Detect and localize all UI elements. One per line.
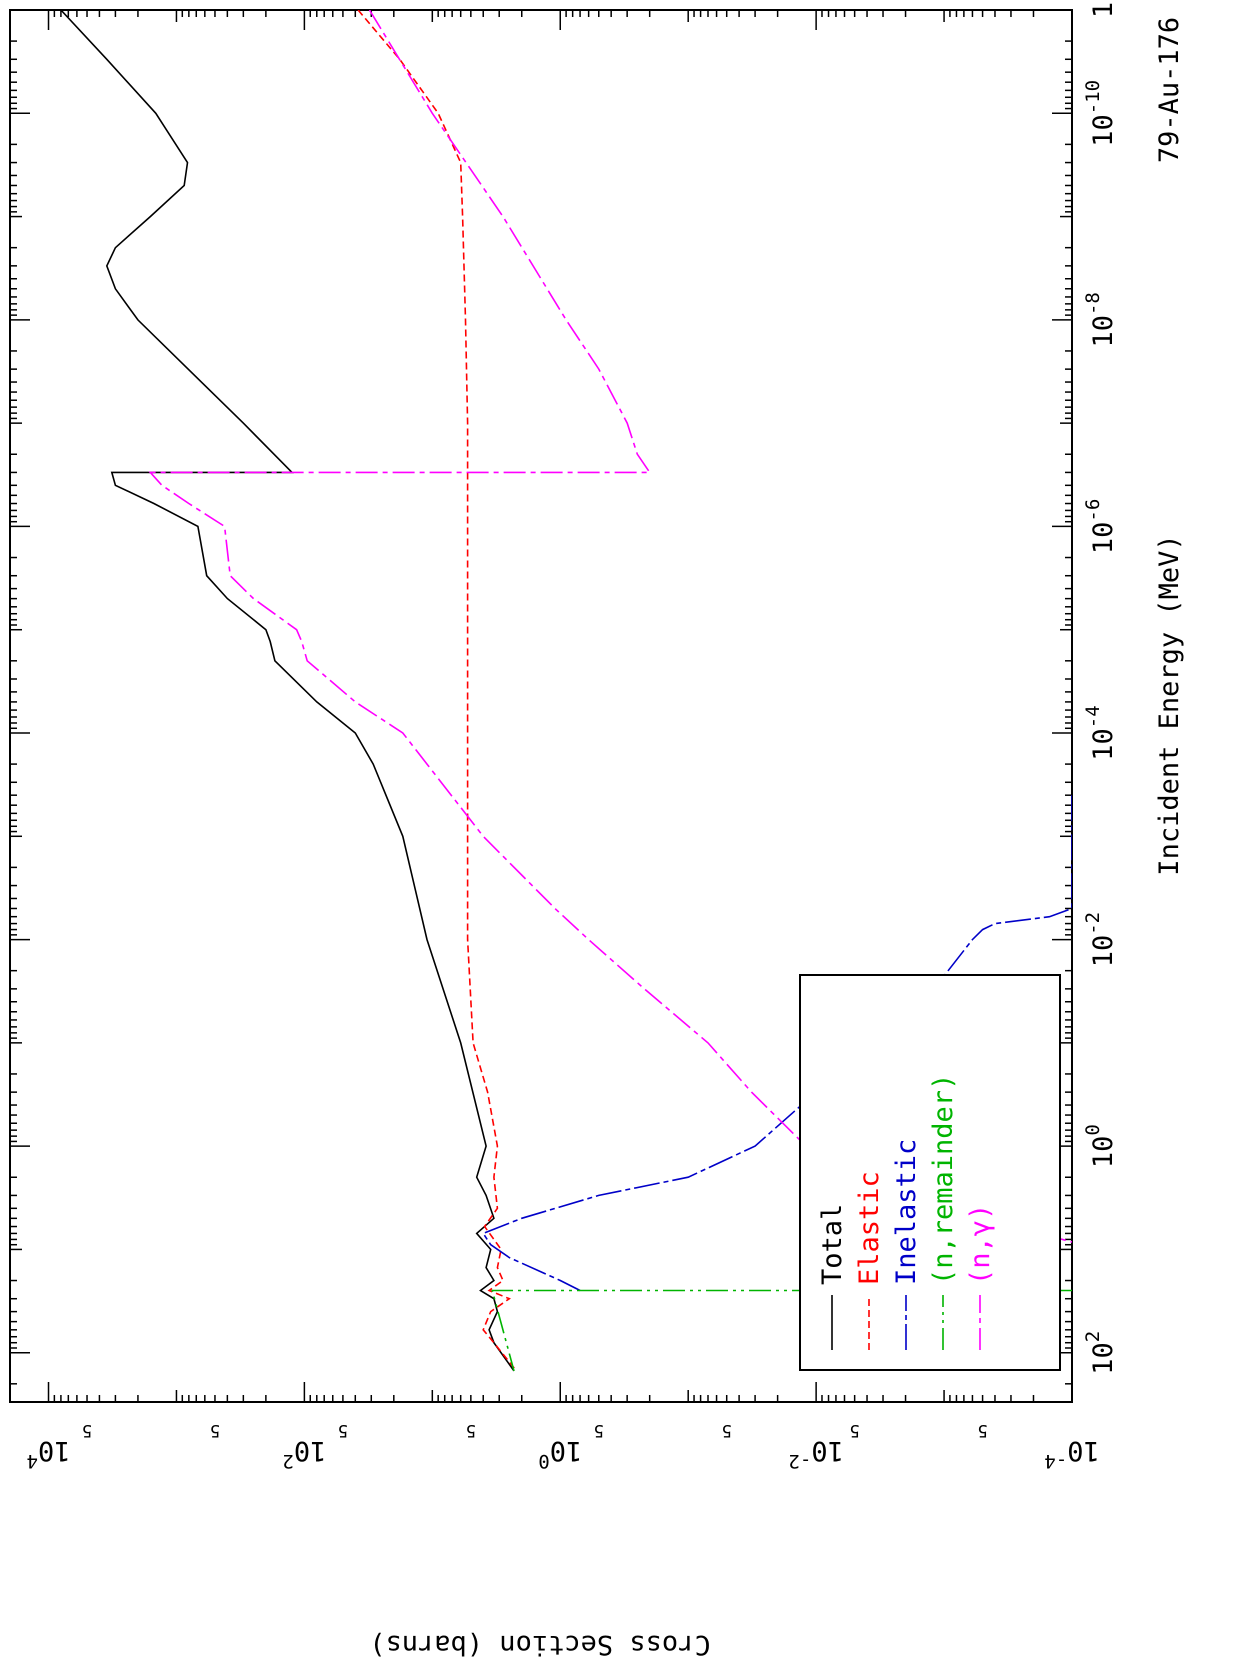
y-minor-label: 5 [82,1420,92,1440]
y-minor-label: 5 [338,1420,348,1440]
legend-label: (n,remainder) [928,1074,959,1285]
legend: Total Elastic Inelastic (n,remainder) (n,γ) [799,974,1061,1371]
series-line [357,10,518,1372]
plot-frame [9,9,1073,1403]
x-tick-exponent: -8 [1082,292,1104,315]
x-tick-exponent: -10 [1082,80,1104,114]
x-tick-exponent: -4 [1082,705,1104,728]
legend-label: Elastic [854,1171,885,1285]
y-tick-label: 10-4 [1044,1435,1099,1472]
y-tick-label: 104 [27,1435,71,1472]
y-minor-label: 5 [722,1420,732,1440]
chart-title: 79-Au-176 [1154,17,1185,163]
y-tick-exponent: 0 [538,1450,549,1472]
x-tick-label: 102 [1082,1331,1119,1375]
y-tick-label: 100 [538,1435,582,1472]
y-minor-label: 5 [594,1420,604,1440]
x-tick-label: 10-6 [1082,499,1119,554]
x-tick-label: 1 [1088,2,1119,18]
tick-labels: 1 10-10 10-8 10-6 10-4 10-2 100 102 10-4 10-2 100 1… [27,2,1119,1472]
y-tick-label: 102 [282,1435,326,1472]
series-layer [60,10,1072,1372]
y-tick-exponent: 4 [27,1450,38,1472]
x-tick-label: 10-8 [1082,292,1119,347]
y-tick-label: 10-2 [788,1435,843,1472]
x-tick-label: 100 [1082,1124,1119,1168]
y-tick-exponent: 2 [282,1450,293,1472]
y-minor-label: 5 [466,1420,476,1440]
x-tick-exponent: -2 [1082,912,1104,935]
y-minor-label: 5 [850,1420,860,1440]
legend-label: (n,γ) [965,1204,996,1285]
x-tick-exponent: 2 [1082,1331,1104,1342]
legend-label: Total [817,1204,848,1285]
y-minor-label: 5 [977,1420,987,1440]
y-axis-label: Cross Section (barns) [369,1629,710,1660]
x-tick-label: 10-4 [1082,705,1119,760]
x-axis-label: Incident Energy (MeV) [1154,534,1185,875]
x-tick-label: 10-2 [1082,912,1119,967]
x-tick-exponent: 0 [1082,1124,1104,1135]
legend-label: Inelastic [891,1139,922,1285]
y-tick-exponent: -4 [1044,1450,1067,1472]
y-minor-label: 5 [210,1420,220,1440]
series-line [60,10,515,1372]
series-line [481,795,1072,1292]
axis-ticks [9,9,1073,1403]
series-line [148,10,1072,1243]
legend-box [799,974,1061,1371]
x-tick-exponent: -6 [1082,499,1104,522]
x-tick-label: 10-10 [1082,80,1119,147]
y-tick-exponent: -2 [788,1450,811,1472]
